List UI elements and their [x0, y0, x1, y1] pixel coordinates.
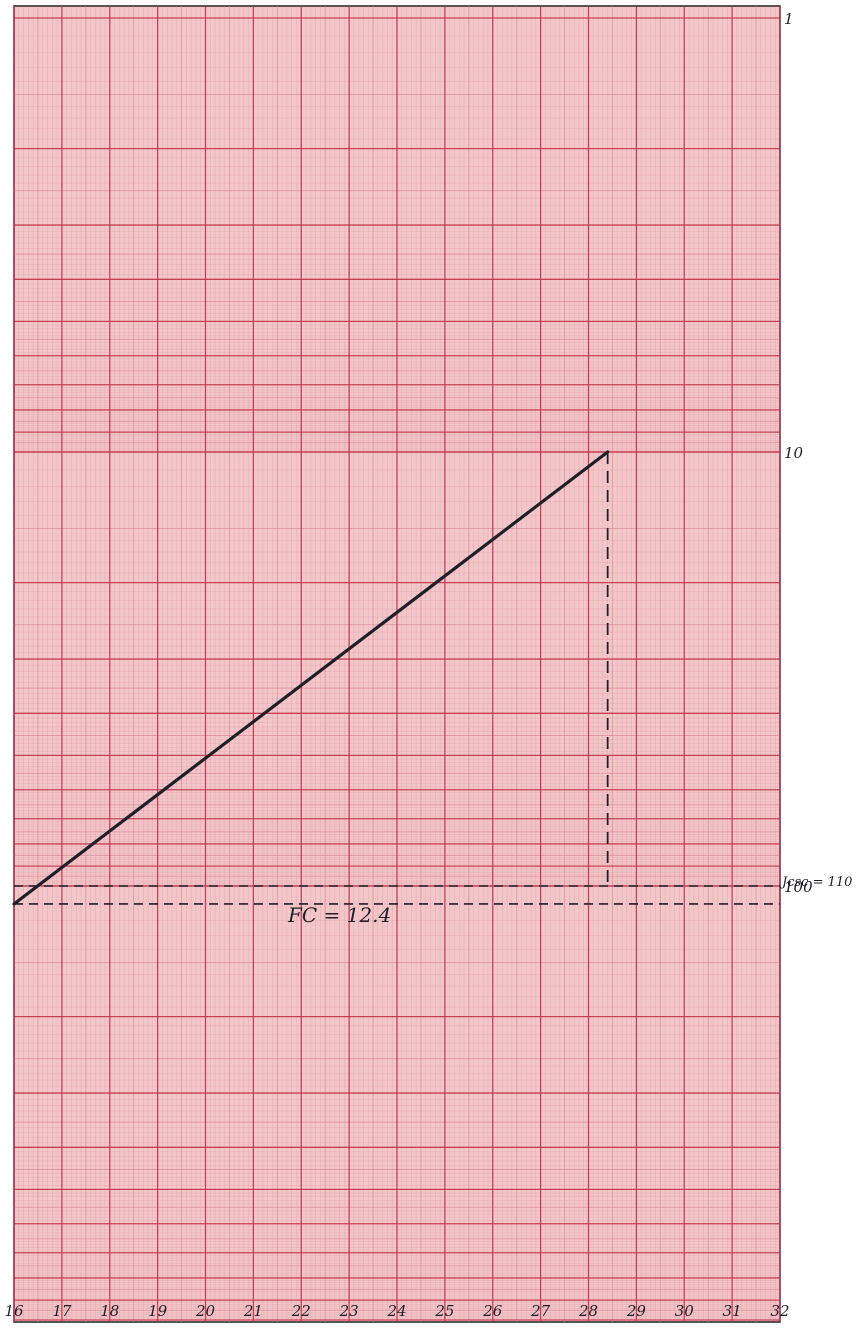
- reference-label-jcsc: Jcsc = 110: [779, 875, 852, 890]
- x-tick-label: 27: [530, 1302, 551, 1320]
- x-tick-label: 32: [770, 1302, 789, 1320]
- x-tick-label: 20: [195, 1302, 216, 1320]
- x-tick-label: 21: [243, 1302, 263, 1320]
- annotation-fc: FC = 12.4: [287, 903, 391, 927]
- reference-lines: [14, 452, 780, 905]
- x-tick-label: 31: [723, 1302, 742, 1320]
- x-tick-label: 17: [52, 1302, 72, 1320]
- data-series: [12, 450, 610, 906]
- series-line-0: [12, 450, 610, 906]
- y-tick-labels: 1 10 100: [784, 10, 813, 896]
- x-tick-label: 24: [386, 1302, 406, 1320]
- y-tick-label: 1: [784, 10, 794, 28]
- x-tick-label: 28: [578, 1302, 598, 1320]
- x-tick-label: 25: [434, 1302, 454, 1320]
- x-tick-label: 22: [291, 1302, 311, 1320]
- x-tick-label: 18: [100, 1302, 119, 1320]
- x-tick-label: 16: [4, 1302, 24, 1320]
- x-tick-label: 19: [148, 1302, 168, 1320]
- y-tick-label: 10: [784, 444, 804, 462]
- x-tick-label: 29: [626, 1302, 647, 1320]
- x-tick-labels: 16 17 18 19 20 21 22 23 24 25 26 27 28 29 30 31 32: [4, 1302, 789, 1320]
- y-tick-label: 100: [784, 878, 813, 896]
- x-tick-label: 26: [482, 1302, 503, 1320]
- x-tick-label: 23: [339, 1302, 359, 1320]
- x-tick-label: 30: [675, 1302, 695, 1320]
